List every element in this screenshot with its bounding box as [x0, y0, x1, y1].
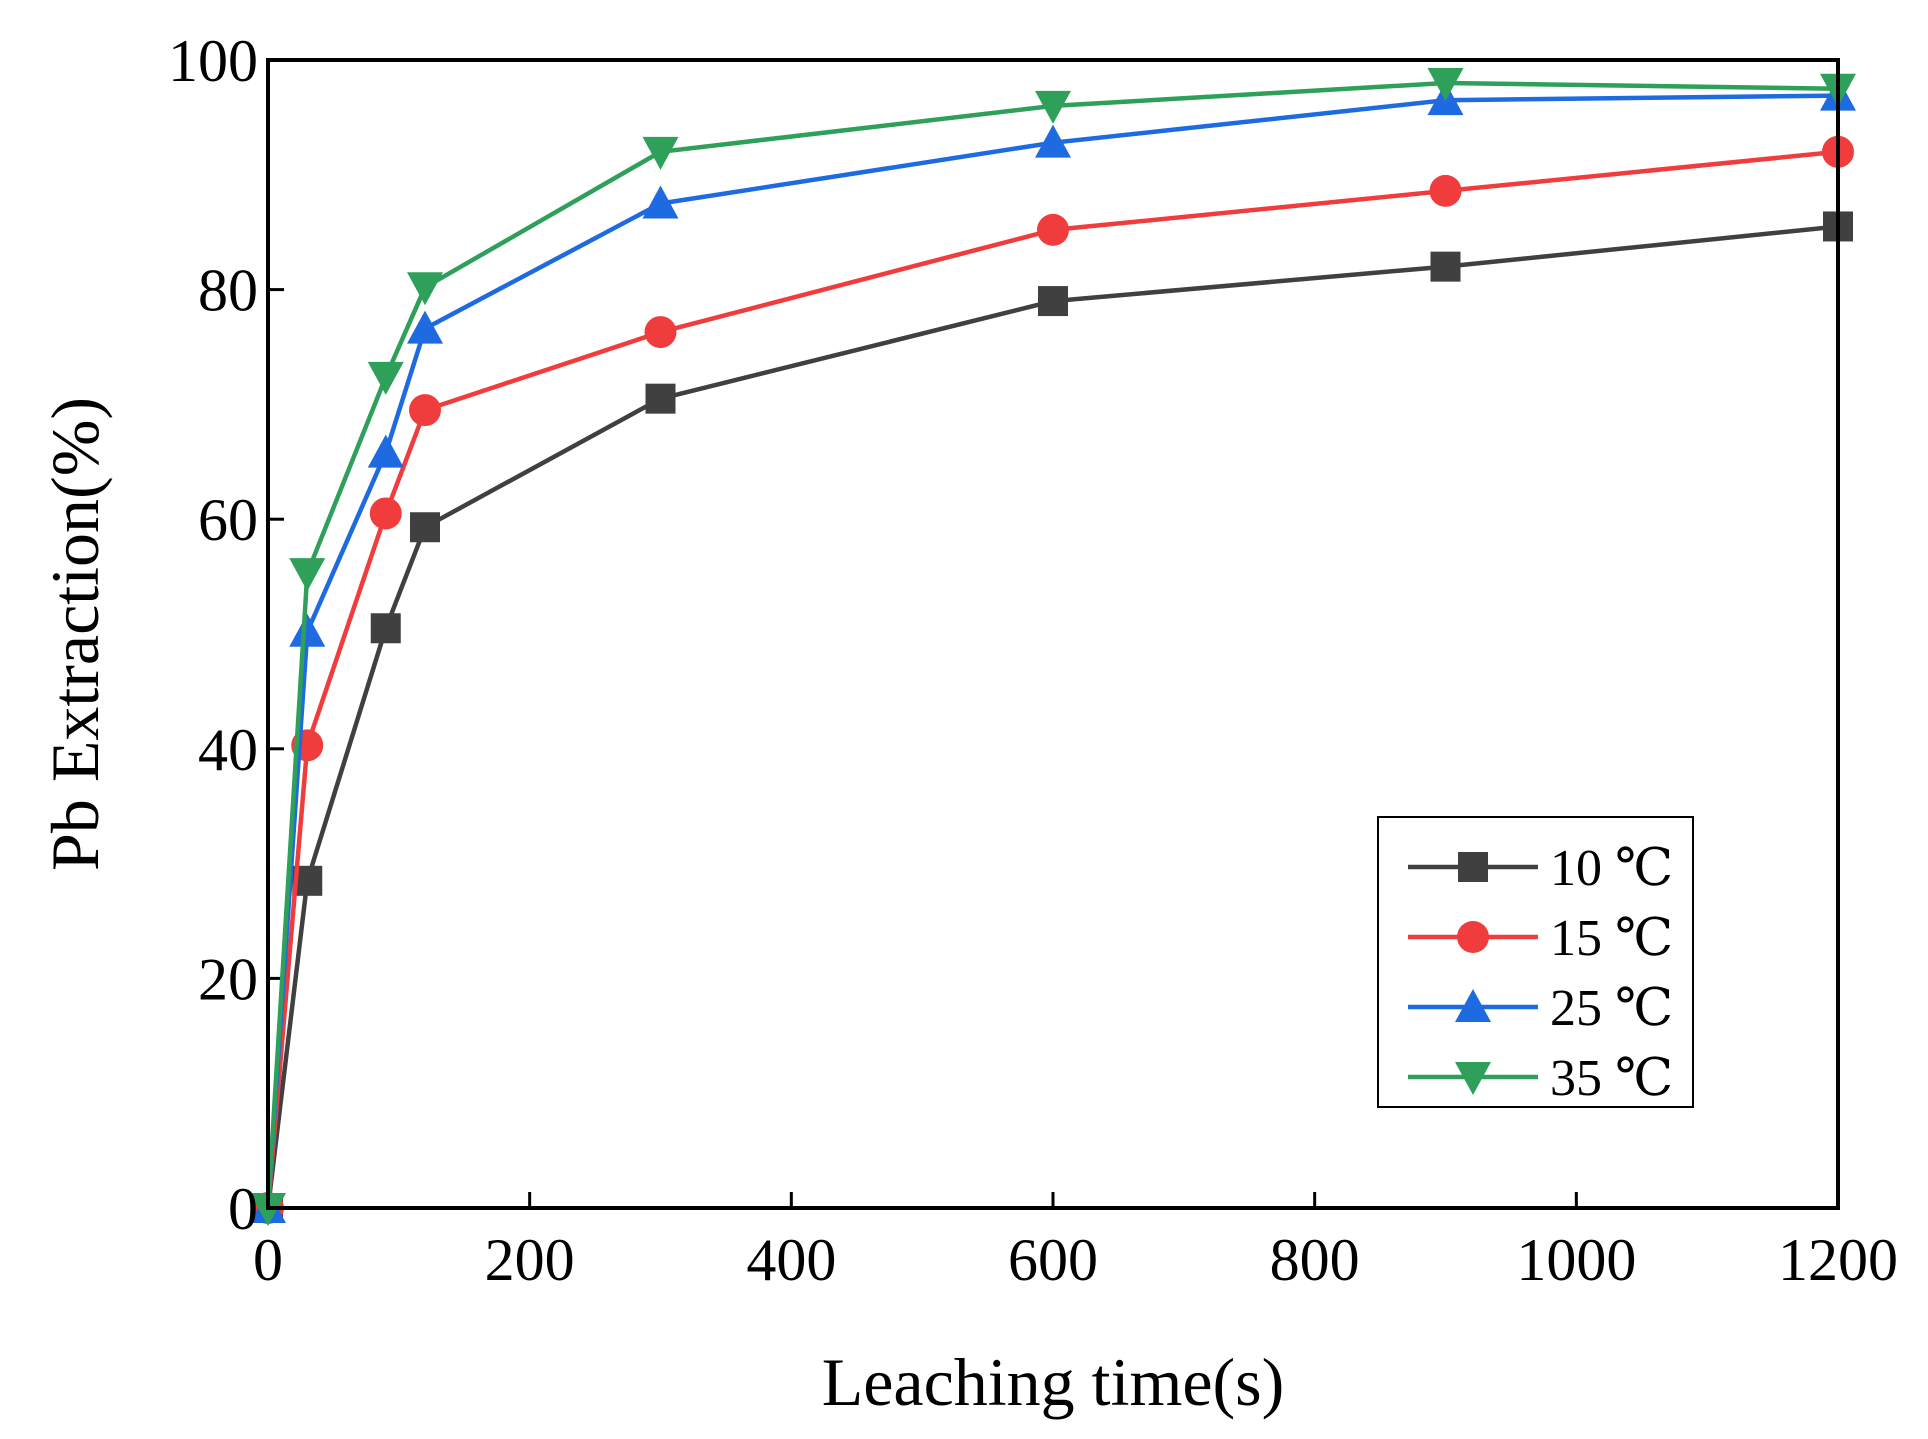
series-0-point-4	[645, 383, 676, 414]
y-tick-label-4: 80	[198, 258, 258, 324]
x-tick-label-2: 400	[746, 1227, 836, 1293]
series-1-point-6	[1429, 174, 1462, 207]
series-line-2	[265, 93, 1839, 1209]
series-layer	[250, 67, 1856, 1226]
legend-marker-1	[1457, 921, 1489, 953]
series-0-point-6	[1430, 251, 1461, 282]
y-tick-label-1: 20	[198, 946, 258, 1012]
legend-label-0: 10 ℃	[1550, 840, 1673, 897]
legend-marker-0	[1458, 852, 1488, 882]
series-3	[250, 67, 1856, 1226]
series-0-point-3	[410, 512, 440, 543]
series-3-point-6	[1427, 67, 1464, 101]
series-3-point-5	[1035, 90, 1071, 124]
series-1-point-3	[409, 394, 441, 427]
series-2-point-3	[407, 310, 443, 344]
legend-entry-3: 35 ℃	[1408, 1050, 1673, 1107]
y-tick-label-3: 60	[198, 487, 258, 553]
legend-marker-2	[1455, 989, 1491, 1022]
y-tick-label-0: 0	[228, 1176, 258, 1242]
x-tick-label-5: 1000	[1516, 1227, 1636, 1293]
tick-labels: 0 200 400 600 800 1000 1200 0 20 40 60 80 100	[168, 28, 1898, 1293]
series-2-point-2	[367, 434, 404, 468]
x-axis-title: Leaching time(s)	[822, 1344, 1285, 1420]
series-line-3	[265, 80, 1839, 1209]
legend-marker-3	[1455, 1062, 1491, 1095]
x-tick-label-3: 600	[1008, 1227, 1098, 1293]
legend-label-2: 25 ℃	[1550, 980, 1673, 1037]
legend: 10 ℃ 15 ℃ 25 ℃ 35 ℃	[1377, 816, 1694, 1108]
legend-entry-2: 25 ℃	[1408, 980, 1673, 1037]
series-3-point-3	[407, 272, 443, 306]
series-1-point-2	[369, 497, 402, 530]
series-line-0	[265, 224, 1839, 1209]
legend-label-1: 15 ℃	[1550, 910, 1673, 967]
series-0-point-5	[1038, 286, 1068, 317]
y-axis-title: Pb Extraction(%)	[37, 397, 113, 871]
series-1-point-5	[1037, 213, 1069, 246]
x-tick-label-1: 200	[485, 1227, 575, 1293]
series-2-point-5	[1035, 124, 1071, 158]
series-3-point-2	[367, 361, 404, 395]
series-line-1	[265, 149, 1839, 1209]
series-2-point-4	[642, 185, 679, 219]
legend-entry-1: 15 ℃	[1408, 910, 1673, 967]
y-tick-label-5: 100	[168, 28, 258, 94]
plot-frame	[266, 58, 1840, 1210]
legend-entry-0: 10 ℃	[1408, 840, 1673, 897]
x-tick-label-4: 800	[1270, 1227, 1360, 1293]
series-3-point-4	[642, 136, 679, 170]
series-2-point-1	[289, 613, 326, 647]
x-tick-label-6: 1200	[1778, 1227, 1898, 1293]
x-tick-label-0: 0	[253, 1227, 283, 1293]
series-0-point-2	[370, 613, 401, 644]
legend-label-3: 35 ℃	[1550, 1050, 1673, 1107]
series-3-point-1	[289, 558, 326, 592]
series-1-point-4	[644, 316, 677, 349]
y-tick-label-2: 40	[198, 717, 258, 783]
